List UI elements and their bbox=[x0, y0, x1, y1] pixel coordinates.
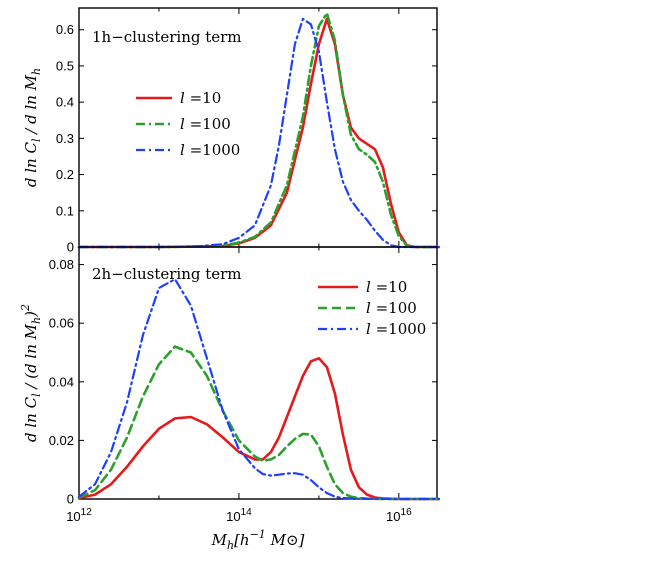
panel-top: 0 0.1 0.2 0.3 0.4 0.5 0.6 l =10 l =100 l =1000 1h−… bbox=[22, 7, 441, 255]
y-tick-label: 0.1 bbox=[56, 203, 74, 218]
x-axis-label: Mh[h−1 M⊙] bbox=[211, 528, 305, 552]
series-line-bottom-1 bbox=[77, 356, 441, 501]
legend-label: l =100 bbox=[180, 115, 231, 133]
y-axis-label: d ln Cl / d ln Mh bbox=[22, 68, 43, 187]
y-tick-label: 0.08 bbox=[49, 257, 74, 272]
x-tick-label: 1016 bbox=[386, 507, 412, 524]
panel-bottom: 0 0.02 0.04 0.06 0.08 l =10 l =100 l =1000 2h−cl… bbox=[19, 246, 441, 507]
y-tick-label: 0 bbox=[67, 240, 74, 255]
series-line-bottom-2 bbox=[77, 345, 441, 501]
y-tick-label: 0.5 bbox=[56, 58, 74, 73]
y-tick-label: 0.4 bbox=[56, 95, 74, 110]
y-tick-label: 0.2 bbox=[56, 167, 74, 182]
legend-label: l =10 bbox=[180, 89, 221, 107]
x-tick-label: 1014 bbox=[226, 507, 252, 524]
legend-label: l =1000 bbox=[366, 320, 426, 338]
plot-frame bbox=[78, 246, 438, 500]
y-tick-label: 0.6 bbox=[56, 22, 74, 37]
y-tick-label: 0.3 bbox=[56, 131, 74, 146]
series-line-top-3 bbox=[77, 17, 440, 249]
y-tick-label: 0.02 bbox=[49, 433, 74, 448]
legend-label: l =100 bbox=[366, 299, 417, 317]
series-line-top-2 bbox=[77, 12, 441, 249]
panel-annotation: 1h−clustering term bbox=[92, 28, 242, 46]
series-line-bottom-3 bbox=[77, 278, 440, 501]
legend-label: l =1000 bbox=[180, 141, 240, 159]
x-tick-label: 1012 bbox=[66, 507, 92, 524]
y-axis-label: d ln Cl / (d ln Mh)2 bbox=[19, 304, 43, 442]
y-tick-label: 0.06 bbox=[49, 316, 74, 331]
panel-annotation: 2h−clustering term bbox=[92, 265, 242, 283]
legend-label: l =10 bbox=[366, 278, 407, 296]
y-tick-label: 0 bbox=[67, 492, 74, 507]
y-tick-label: 0.04 bbox=[49, 374, 74, 389]
